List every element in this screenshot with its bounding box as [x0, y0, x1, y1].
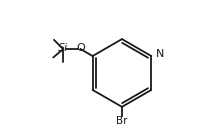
- Text: N: N: [156, 49, 164, 59]
- Text: Br: Br: [116, 116, 128, 126]
- Text: Si: Si: [58, 43, 68, 53]
- Text: O: O: [76, 43, 85, 53]
